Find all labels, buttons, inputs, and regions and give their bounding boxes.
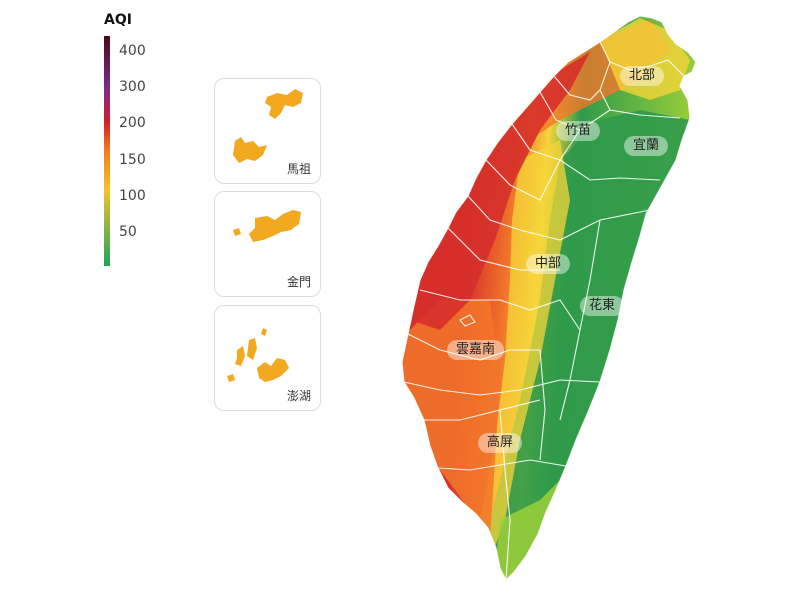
region-label-central[interactable]: 中部 [526, 254, 571, 275]
region-label-huadong[interactable]: 花東 [580, 296, 625, 317]
map-green-zone [480, 110, 690, 580]
legend-tick-150: 150 [119, 152, 146, 168]
map-north-yellow-zone [600, 18, 690, 100]
region-label-zhumiao[interactable]: 竹苗 [556, 121, 601, 142]
legend-color-bar [104, 36, 110, 266]
penghu-islands-shape [227, 328, 289, 382]
map-south-lightgreen-zone [495, 480, 560, 580]
region-label-yilan[interactable]: 宜蘭 [624, 136, 669, 157]
legend-title: AQI [104, 12, 132, 28]
legend-tick-50: 50 [119, 224, 137, 240]
matsu-islands-shape [233, 89, 303, 163]
map-west-red-zone [410, 52, 590, 330]
aqi-legend: AQI 400 300 200 150 100 50 [100, 12, 160, 266]
inset-label-kinmen: 金門 [286, 275, 311, 289]
inset-penghu[interactable]: 澎湖 [214, 305, 321, 411]
kinmen-islands-shape [233, 210, 301, 242]
county-borders [401, 15, 697, 581]
region-label-north[interactable]: 北部 [620, 66, 665, 87]
legend-tick-100: 100 [119, 188, 146, 204]
region-label-yunjianan[interactable]: 雲嘉南 [447, 340, 505, 361]
inset-label-penghu: 澎湖 [286, 389, 311, 403]
legend-tick-400: 400 [119, 43, 146, 59]
inset-matsu[interactable]: 馬祖 [214, 78, 321, 184]
inset-kinmen[interactable]: 金門 [214, 191, 321, 297]
inset-label-matsu: 馬祖 [286, 162, 311, 176]
legend-tick-300: 300 [119, 79, 146, 95]
legend-tick-200: 200 [119, 115, 146, 131]
region-label-gaoping[interactable]: 高屏 [478, 433, 523, 454]
